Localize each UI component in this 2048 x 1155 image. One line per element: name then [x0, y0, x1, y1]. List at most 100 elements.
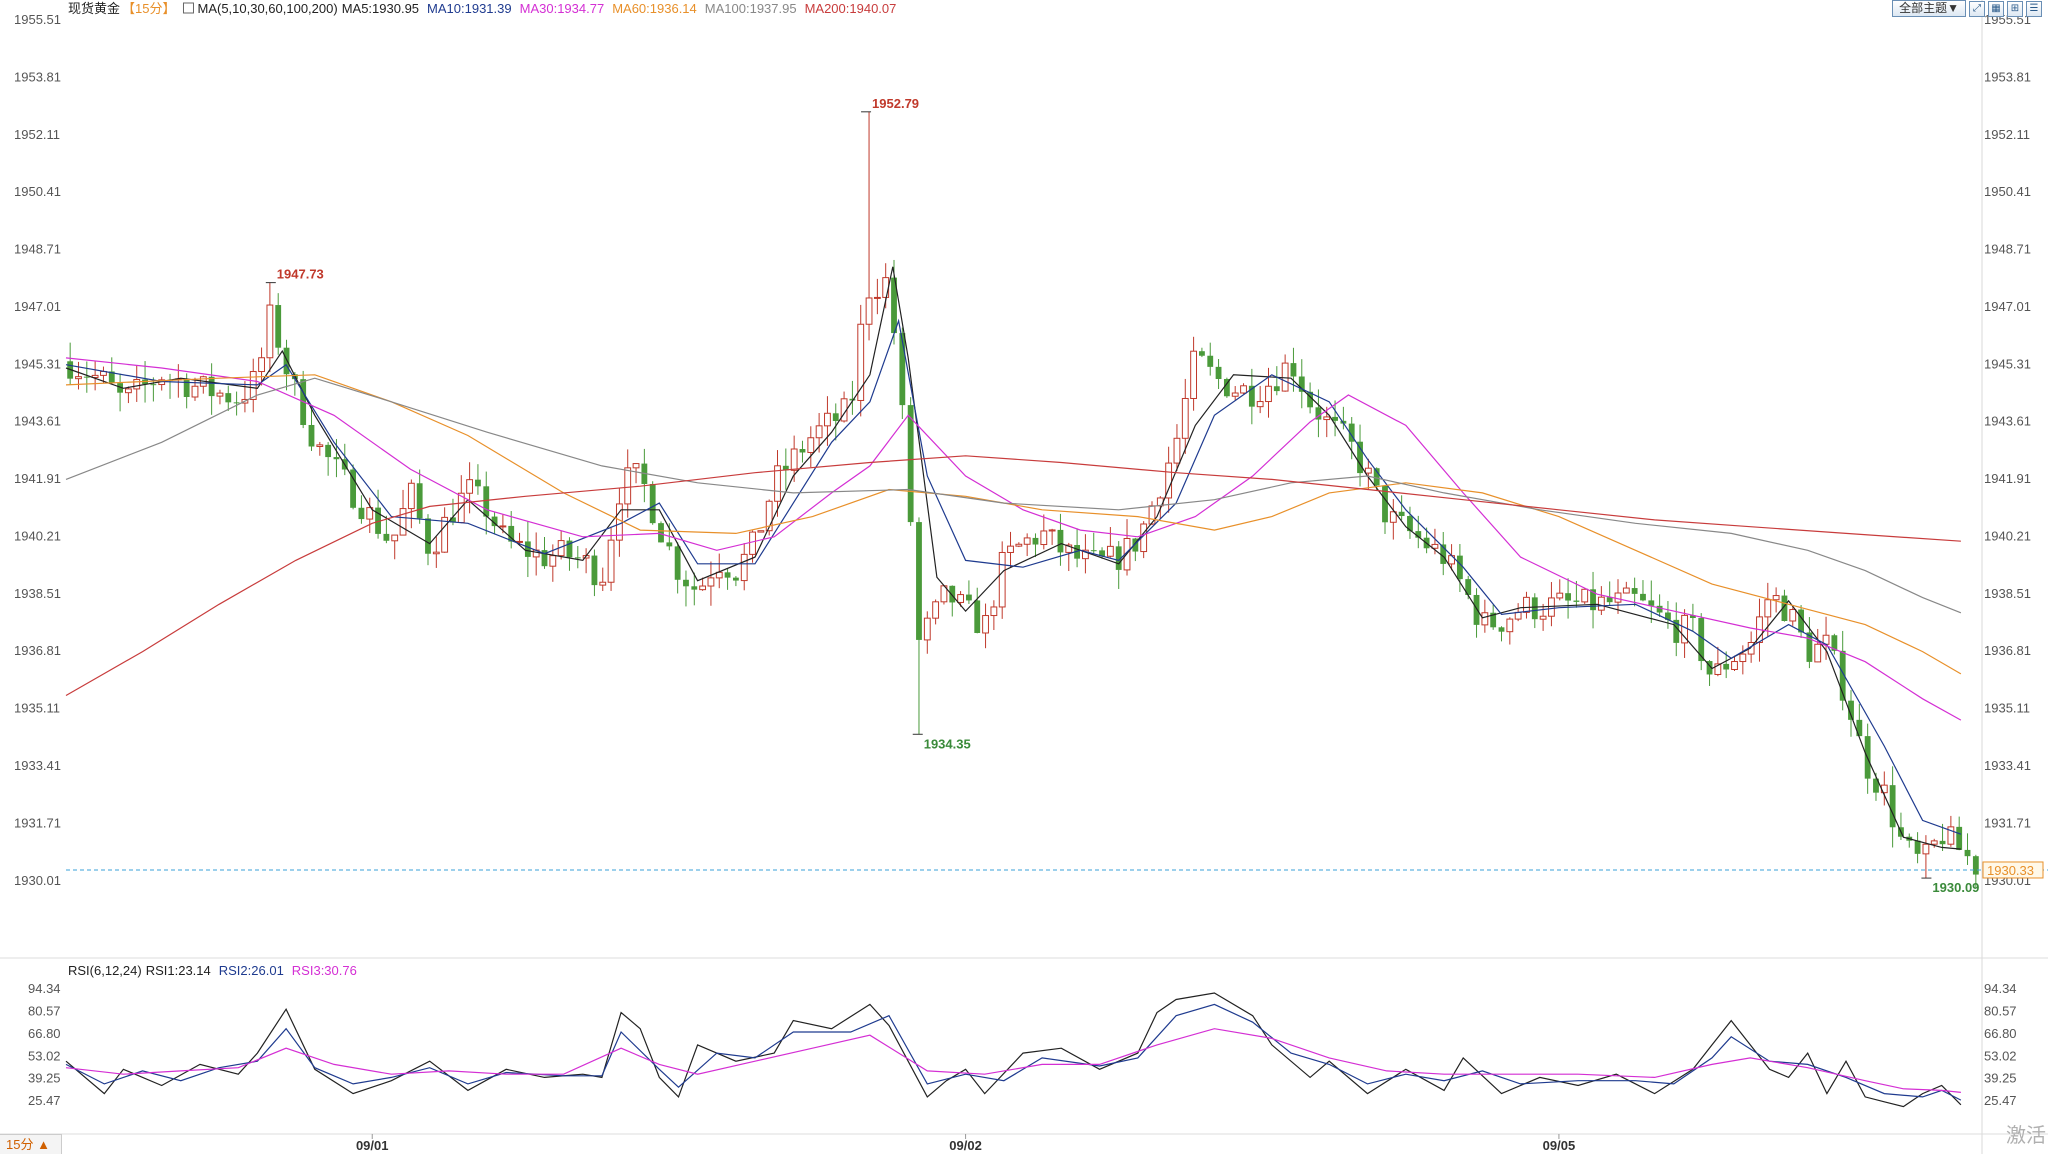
rsi-line-rsi2 — [65, 1003, 1962, 1101]
candle-body — [957, 594, 964, 603]
candle-body — [1256, 401, 1264, 408]
ma-settings-icon[interactable] — [182, 2, 194, 14]
candle-body — [632, 463, 640, 469]
candle-body — [358, 507, 365, 520]
candle-body — [483, 486, 490, 517]
candle-body — [1106, 545, 1114, 557]
candle-body — [391, 534, 399, 542]
rsi-tick-label-right: 53.02 — [1984, 1048, 2017, 1063]
current-price-label: 1930.33 — [1987, 863, 2034, 878]
candle-body — [1456, 555, 1463, 580]
candle-body — [1714, 663, 1722, 675]
price-tick-label-left: 1948.71 — [14, 242, 61, 257]
date-label: 09/02 — [949, 1138, 982, 1153]
candle-body — [1873, 778, 1879, 793]
candle-body — [1706, 661, 1713, 675]
candle-body — [1947, 826, 1955, 845]
candle-body — [591, 555, 598, 586]
candle-body — [1723, 663, 1730, 670]
candle-body — [965, 594, 972, 601]
candle-body — [499, 525, 507, 528]
candle-body — [233, 402, 240, 404]
candle-body — [1323, 416, 1331, 421]
watermark: 激活 — [2006, 1125, 2046, 1147]
rsi-line-rsi3 — [65, 1028, 1961, 1093]
candle-body — [541, 550, 548, 567]
ma-value-label: MA5:1930.95 — [342, 1, 419, 16]
date-label: 09/01 — [356, 1138, 389, 1153]
candle-body — [425, 518, 431, 554]
candle-body — [1490, 612, 1497, 628]
price-tick-label-left: 1952.11 — [14, 127, 60, 142]
candle-body — [1781, 595, 1788, 621]
candle-body — [83, 376, 90, 378]
candle-body — [607, 539, 615, 583]
candle-body — [1265, 385, 1272, 403]
candle-body — [974, 600, 981, 633]
candle-body — [325, 444, 332, 458]
candle-body — [1415, 531, 1422, 538]
candle-body — [1548, 597, 1555, 617]
candle-body — [1357, 441, 1363, 474]
candle-body — [691, 586, 698, 590]
rsi-tick-label-right: 80.57 — [1984, 1004, 2017, 1019]
period-button[interactable]: 15分 ▲ — [0, 1134, 62, 1154]
candle-body — [125, 388, 132, 394]
chart-toolbar: 全部主题▼ ⤢ ▦ ⊞ ☰ — [1892, 0, 2042, 17]
rsi-line-rsi1 — [65, 992, 1962, 1108]
candle-body — [1090, 550, 1097, 552]
ma-value-label: MA200:1940.07 — [805, 1, 897, 16]
candle-body — [1015, 543, 1023, 547]
candle-body — [1048, 529, 1056, 532]
candle-body — [891, 277, 897, 334]
candle-body — [258, 357, 265, 373]
candle-body — [1539, 615, 1547, 620]
candle-body — [333, 457, 340, 460]
candle-body — [208, 376, 215, 397]
candle-body — [1382, 485, 1388, 523]
candle-body — [1739, 653, 1747, 663]
candle-body — [275, 305, 282, 348]
candle-body — [249, 371, 257, 400]
rsi-tick-label-left: 39.25 — [28, 1071, 61, 1086]
candle-body — [1082, 549, 1089, 560]
candle-body — [1590, 589, 1596, 611]
candle-body — [599, 581, 607, 586]
symbol-label: 现货黄金 — [68, 1, 120, 16]
expand-icon[interactable]: ⤢ — [1969, 0, 1985, 17]
rsi-tick-label-left: 94.34 — [28, 981, 61, 996]
ma-line-ma30 — [65, 357, 1962, 721]
price-tick-label-right: 1940.21 — [1984, 528, 2031, 543]
candle-body — [1407, 516, 1413, 532]
ma-value-label: MA100:1937.95 — [705, 1, 797, 16]
candle-body — [683, 579, 689, 587]
candle-body — [1231, 392, 1239, 397]
candle-body — [1199, 351, 1205, 356]
candle-body — [407, 482, 415, 510]
chart-icon[interactable]: ▦ — [1988, 0, 2004, 17]
candle-body — [658, 523, 664, 543]
price-tick-label-right: 1931.71 — [1984, 815, 2031, 830]
price-tick-label-left: 1936.81 — [14, 643, 61, 658]
ma-value-label: MA30:1934.77 — [520, 1, 605, 16]
candle-body — [1190, 350, 1198, 399]
candle-body — [782, 465, 789, 471]
candle-body — [757, 530, 765, 533]
candle-body — [1332, 416, 1338, 421]
candle-body — [1506, 618, 1514, 633]
theme-select-button[interactable]: 全部主题▼ — [1892, 0, 1966, 17]
candle-body — [990, 606, 998, 617]
menu-icon[interactable]: ☰ — [2026, 0, 2042, 17]
candle-body — [1673, 619, 1680, 643]
candle-body — [216, 392, 224, 397]
candle-body — [998, 551, 1006, 608]
extreme-label: 1947.73 — [277, 267, 324, 282]
candle-body — [1514, 611, 1522, 620]
zoom-icon[interactable]: ⊞ — [2007, 0, 2023, 17]
candle-body — [1556, 592, 1564, 599]
candle-body — [574, 557, 581, 559]
candle-body — [865, 297, 873, 325]
price-tick-label-left: 1935.11 — [14, 701, 60, 716]
candle-body — [790, 448, 798, 471]
